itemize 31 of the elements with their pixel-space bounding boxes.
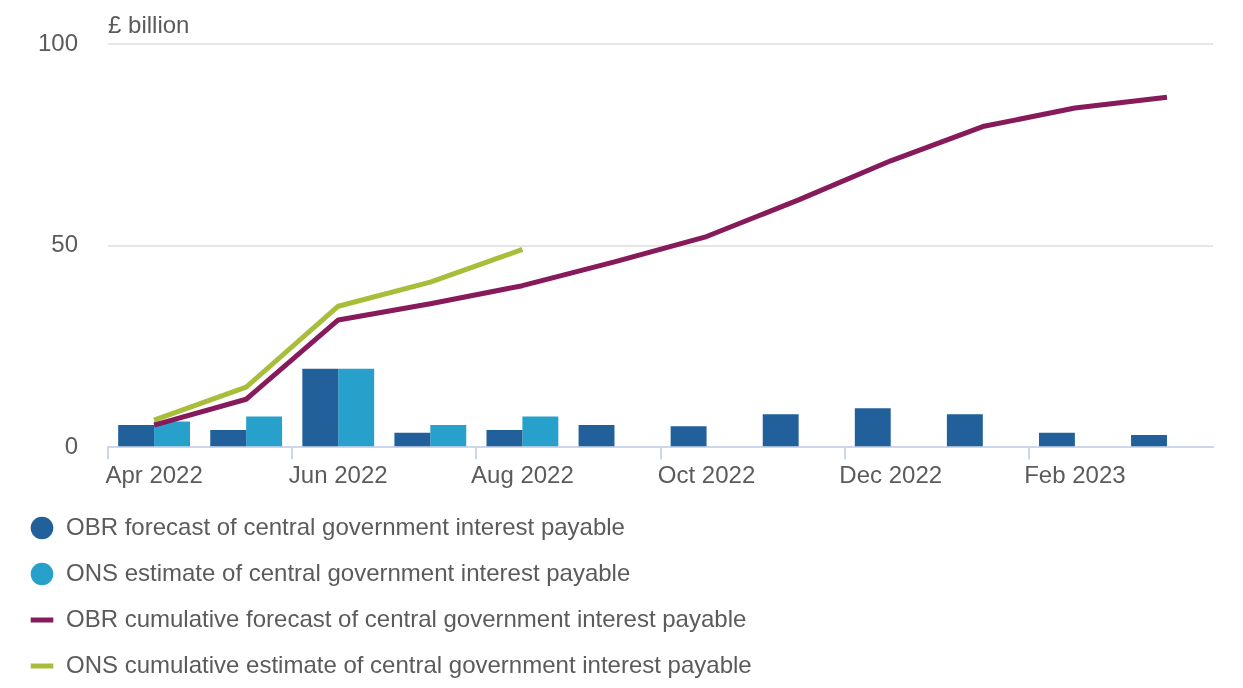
legend-label: OBR forecast of central government interest payable [66,512,625,540]
x-tick-label: Oct 2022 [657,461,756,489]
bar [118,425,155,447]
x-tick-label: Dec 2022 [839,461,943,489]
bar [394,432,431,447]
bar [1131,435,1167,447]
y-tick-label: 50 [51,230,79,258]
bar [154,421,190,447]
bar [854,408,891,447]
legend-label: ONS cumulative estimate of central government interest payable [66,650,752,678]
bar [762,414,799,447]
y-axis-title: £ billion [108,11,190,39]
legend-label: ONS estimate of central government interest payable [66,558,631,586]
x-tick-label: Feb 2023 [1024,461,1126,489]
bar [578,425,615,447]
y-tick-label: 0 [64,431,79,459]
y-tick-label: 100 [38,29,79,57]
legend-label: OBR cumulative forecast of central government interest payable [66,604,747,632]
bar [946,414,983,447]
bar [246,416,283,447]
x-tick-label: Aug 2022 [471,461,574,489]
bar [210,429,247,447]
bar [486,429,523,447]
bar [522,416,559,447]
bar [430,425,467,447]
x-tick-label: Jun 2022 [288,461,388,489]
x-tick-label: Apr 2022 [105,461,203,489]
bar [670,426,707,447]
bar [338,368,375,447]
bar [302,368,339,447]
bar [1038,432,1075,447]
